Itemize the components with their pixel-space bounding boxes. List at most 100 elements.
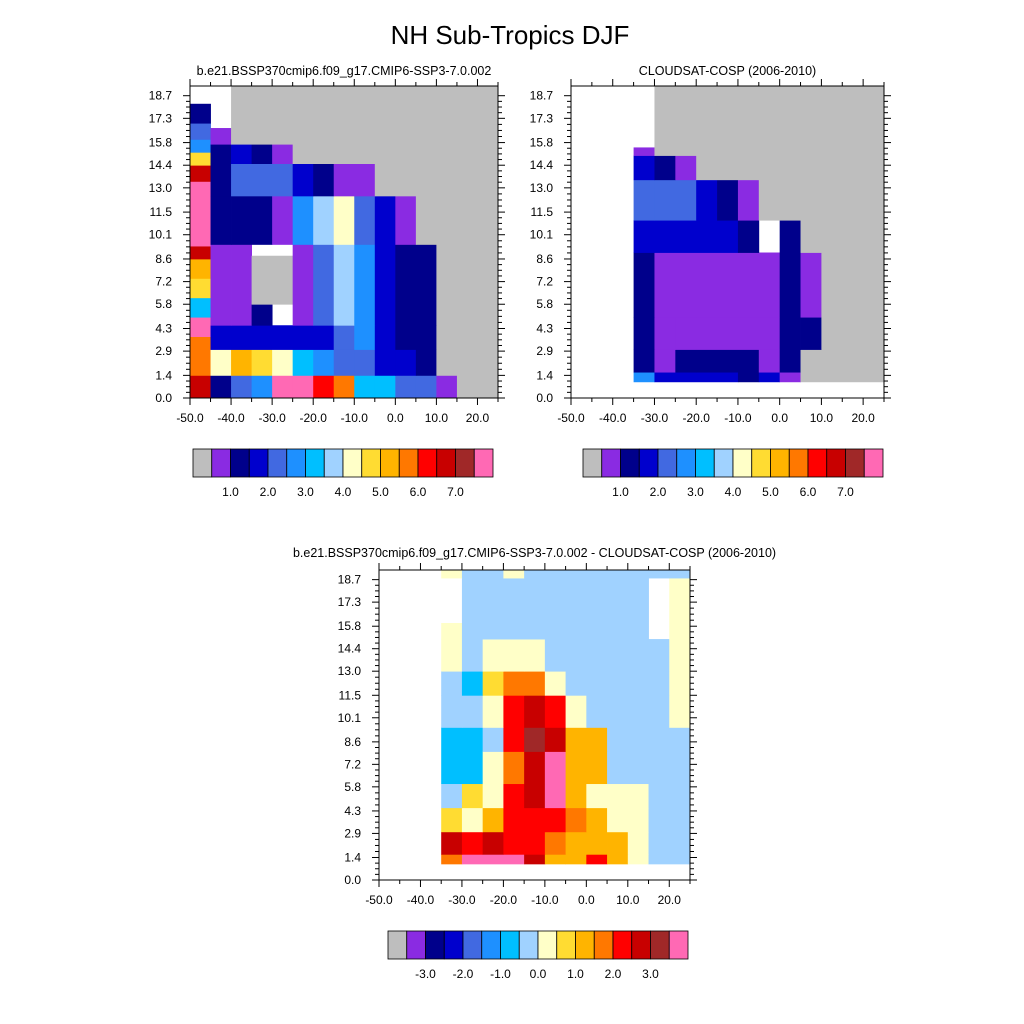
heatmap-cell <box>461 671 484 696</box>
colorbar-swatch <box>443 930 464 960</box>
heatmap-cell <box>190 152 211 166</box>
heatmap-cell <box>441 623 463 640</box>
colorbar-label: 0.0 <box>530 967 547 981</box>
heatmap-cell <box>482 807 504 833</box>
y-tick-label: 1.4 <box>155 368 172 382</box>
colorbar-swatch <box>417 448 438 478</box>
heatmap-cell <box>654 179 697 221</box>
colorbar-label: 5.0 <box>762 485 779 499</box>
y-tick-label: 4.3 <box>155 321 172 335</box>
heatmap-cell <box>544 831 566 855</box>
colorbar-label: -1.0 <box>490 967 511 981</box>
heatmap-cell <box>190 336 211 376</box>
y-tick-label: 11.5 <box>531 205 554 219</box>
x-tick-label: -30.0 <box>258 411 286 425</box>
heatmap-cell <box>441 639 463 672</box>
heatmap-cell <box>272 195 294 245</box>
heatmap-cell <box>524 671 546 696</box>
colorbar-swatch <box>406 930 426 960</box>
colorbar-swatch <box>248 448 269 478</box>
heatmap-cell <box>633 220 655 253</box>
heatmap-cell <box>544 854 566 865</box>
heatmap-cell <box>758 179 884 221</box>
plot-frame <box>378 569 691 881</box>
colorbar-swatch <box>230 448 250 478</box>
colorbar-swatch <box>668 930 689 960</box>
heatmap-cell <box>436 325 498 350</box>
heatmap-cell <box>800 349 884 373</box>
heatmap-cell <box>190 103 211 124</box>
heatmap-cell <box>633 252 655 318</box>
heatmap-cell <box>544 751 566 785</box>
colorbar-swatch <box>305 448 325 478</box>
heatmap-cell <box>231 144 252 164</box>
colorbar-swatch <box>436 448 456 478</box>
heatmap-cell <box>779 317 801 350</box>
heatmap-cell <box>586 751 608 785</box>
heatmap-cell <box>675 317 781 350</box>
heatmap-cell <box>524 854 546 865</box>
colorbar-label: 1.0 <box>567 967 584 981</box>
heatmap-cell <box>251 304 273 326</box>
colorbar-swatch <box>387 930 408 960</box>
heatmap-cell <box>586 695 608 728</box>
heatmap-cell <box>395 325 417 350</box>
heatmap-cell <box>779 372 801 383</box>
heatmap-cell <box>354 163 376 197</box>
heatmap-cells <box>379 570 690 880</box>
colorbar-label: -3.0 <box>415 967 436 981</box>
colorbar-swatch <box>473 448 494 478</box>
x-tick-label: -10.0 <box>724 411 752 425</box>
heatmap-cell <box>717 179 739 221</box>
heatmap-cell <box>565 831 587 855</box>
heatmap-cell <box>333 375 355 398</box>
heatmap-cell <box>737 372 760 383</box>
heatmap-cell <box>524 783 546 809</box>
heatmap-cell <box>210 325 335 350</box>
heatmap-cell <box>586 831 608 855</box>
colorbar: -3.0 -2.0 -1.0 0.0 1.0 2.0 3.0 <box>387 930 689 981</box>
y-tick-label: 17.3 <box>149 111 173 125</box>
heatmap-cell <box>482 671 504 696</box>
heatmap-cell <box>190 246 211 260</box>
y-tick-label: 11.5 <box>150 205 173 219</box>
heatmap-cell <box>272 144 294 164</box>
heatmap-cell <box>461 578 649 640</box>
heatmap-cell <box>565 854 587 865</box>
heatmap-cell <box>441 671 463 696</box>
heatmap-cell <box>477 375 498 398</box>
heatmap-panel-2: CLOUDSAT-COSP (2006-2010) -50.0 -40.0 -30.0… <box>530 64 891 499</box>
plot-frame <box>570 85 885 399</box>
figure-title: NH Sub-Tropics DJF <box>391 20 630 50</box>
heatmap-cell <box>669 578 690 640</box>
heatmap-cell <box>441 727 484 785</box>
x-tick-label: 0.0 <box>771 411 788 425</box>
colorbar-label: 1.0 <box>222 485 239 499</box>
panel-title: CLOUDSAT-COSP (2006-2010) <box>639 64 816 78</box>
heatmap-cell <box>415 325 437 350</box>
heatmap-cell <box>627 831 649 855</box>
y-tick-label: 0.0 <box>155 391 172 405</box>
x-tick-label: -40.0 <box>599 411 627 425</box>
heatmap-cell <box>436 375 458 398</box>
y-tick-label: 8.6 <box>536 252 553 266</box>
heatmap-cell <box>544 695 566 728</box>
y-tick-label: 7.2 <box>344 757 361 771</box>
colorbar-swatch <box>192 448 213 478</box>
x-tick-label: -10.0 <box>341 411 369 425</box>
y-tick-label: 4.3 <box>344 804 361 818</box>
heatmap-cell <box>333 349 355 376</box>
heatmap-cell <box>696 155 884 181</box>
heatmap-cell <box>627 854 649 865</box>
heatmap-cell <box>436 244 498 326</box>
heatmap-cell <box>524 727 546 752</box>
heatmap-cell <box>800 372 884 383</box>
y-tick-label: 10.1 <box>530 228 554 242</box>
heatmap-cell <box>190 297 211 318</box>
heatmap-cell <box>210 128 232 145</box>
colorbar-swatch <box>788 448 809 478</box>
heatmap-cell <box>633 155 655 181</box>
y-tick-label: 14.4 <box>530 158 554 172</box>
heatmap-cell <box>524 639 546 672</box>
heatmap-cell <box>779 220 801 253</box>
